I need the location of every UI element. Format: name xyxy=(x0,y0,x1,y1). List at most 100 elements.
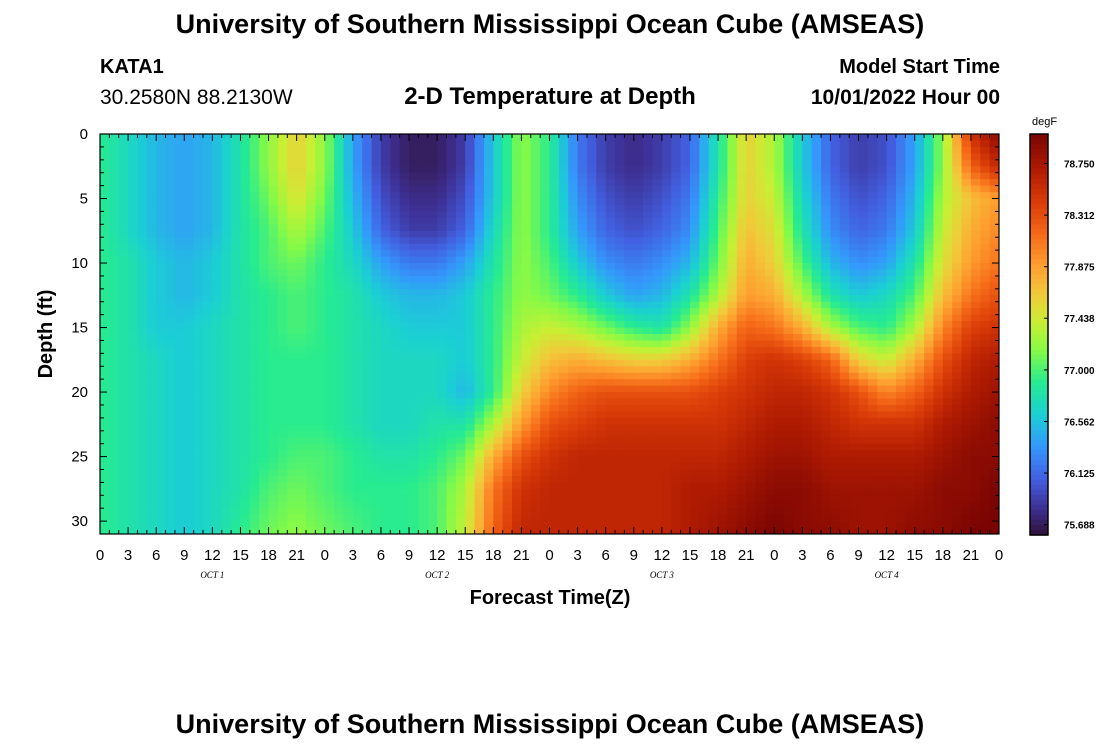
heatmap-cell xyxy=(811,250,822,258)
heatmap-cell xyxy=(277,430,288,438)
heatmap-cell xyxy=(849,230,860,238)
heatmap-cell xyxy=(483,211,494,219)
heatmap-cell xyxy=(942,250,953,258)
heatmap-cell xyxy=(137,217,148,225)
heatmap-cell xyxy=(483,166,494,174)
heatmap-cell xyxy=(137,211,148,219)
heatmap-cell xyxy=(352,379,363,387)
heatmap-cell xyxy=(109,230,120,238)
heatmap-cell xyxy=(821,424,832,432)
heatmap-cell xyxy=(849,321,860,329)
heatmap-cell xyxy=(296,372,307,380)
heatmap-cell xyxy=(970,321,981,329)
heatmap-cell xyxy=(455,443,466,451)
heatmap-cell xyxy=(483,192,494,200)
heatmap-cell xyxy=(652,308,663,316)
heatmap-cell xyxy=(493,159,504,167)
heatmap-cell xyxy=(446,185,457,193)
heatmap-cell xyxy=(455,424,466,432)
heatmap-cell xyxy=(465,134,476,142)
heatmap-cell xyxy=(277,243,288,251)
heatmap-cell xyxy=(914,366,925,374)
heatmap-cell xyxy=(783,450,794,458)
heatmap-cell xyxy=(343,256,354,264)
heatmap-cell xyxy=(109,321,120,329)
heatmap-cell xyxy=(521,295,532,303)
heatmap-cell xyxy=(249,134,260,142)
heatmap-cell xyxy=(315,166,326,174)
heatmap-cell xyxy=(259,417,270,425)
heatmap-cell xyxy=(633,417,644,425)
heatmap-cell xyxy=(174,256,185,264)
heatmap-cell xyxy=(418,334,429,342)
heatmap-cell xyxy=(540,140,551,148)
heatmap-cell xyxy=(877,327,888,335)
heatmap-cell xyxy=(886,392,897,400)
heatmap-cell xyxy=(203,224,213,232)
heatmap-cell xyxy=(858,146,869,154)
heatmap-cell xyxy=(296,166,307,174)
heatmap-cell xyxy=(624,159,635,167)
heatmap-cell xyxy=(549,379,560,387)
heatmap-cell xyxy=(961,450,972,458)
heatmap-cell xyxy=(418,185,429,193)
heatmap-cell xyxy=(231,166,242,174)
heatmap-cell xyxy=(221,417,232,425)
heatmap-cell xyxy=(792,417,803,425)
heatmap-cell xyxy=(568,430,579,438)
heatmap-cell xyxy=(633,172,644,180)
heatmap-cell xyxy=(802,353,813,361)
heatmap-cell xyxy=(933,314,944,322)
heatmap-cell xyxy=(877,398,888,406)
heatmap-cell xyxy=(306,417,316,425)
heatmap-cell xyxy=(165,204,176,213)
heatmap-cell xyxy=(296,237,307,245)
heatmap-cell xyxy=(830,134,841,142)
heatmap-cell xyxy=(530,146,541,154)
heatmap-cell xyxy=(764,153,775,161)
heatmap-cell xyxy=(718,179,729,187)
heatmap-cell xyxy=(718,430,729,438)
heatmap-cell xyxy=(493,288,504,296)
heatmap-cell xyxy=(830,385,841,393)
heatmap-cell xyxy=(774,443,785,451)
heatmap-cell xyxy=(427,217,438,225)
heatmap-cell xyxy=(821,327,832,335)
heatmap-cell xyxy=(118,424,129,432)
heatmap-cell xyxy=(652,443,663,451)
heatmap-cell xyxy=(577,295,588,303)
heatmap-cell xyxy=(849,211,860,219)
heatmap-cell xyxy=(493,321,504,329)
heatmap-cell xyxy=(586,230,597,238)
heatmap-cell xyxy=(521,398,532,406)
heatmap-cell xyxy=(390,346,401,354)
heatmap-cell xyxy=(418,372,429,380)
heatmap-cell xyxy=(259,411,270,419)
heatmap-cell xyxy=(418,230,429,238)
heatmap-cell xyxy=(624,140,635,148)
heatmap-cell xyxy=(689,295,700,303)
heatmap-cell xyxy=(942,353,953,361)
heatmap-cell xyxy=(418,398,429,406)
heatmap-cell xyxy=(474,372,485,380)
heatmap-cell xyxy=(231,301,242,309)
heatmap-cell xyxy=(895,301,906,309)
heatmap-cell xyxy=(437,417,448,425)
heatmap-cell xyxy=(680,237,691,245)
heatmap-cell xyxy=(502,146,513,154)
heatmap-cell xyxy=(568,211,579,219)
heatmap-cell xyxy=(437,243,448,251)
heatmap-cell xyxy=(699,204,710,213)
heatmap-cell xyxy=(540,256,551,264)
heatmap-cell xyxy=(933,256,944,264)
heatmap-cell xyxy=(390,179,401,187)
heatmap-cell xyxy=(558,314,569,322)
heatmap-cell xyxy=(540,340,551,348)
heatmap-cell xyxy=(830,353,841,361)
heatmap-cell xyxy=(390,353,401,361)
heatmap-cell xyxy=(352,179,363,187)
heatmap-cell xyxy=(970,185,981,193)
heatmap-cell xyxy=(558,398,569,406)
heatmap-cell xyxy=(980,379,991,387)
heatmap-cell xyxy=(315,282,326,290)
